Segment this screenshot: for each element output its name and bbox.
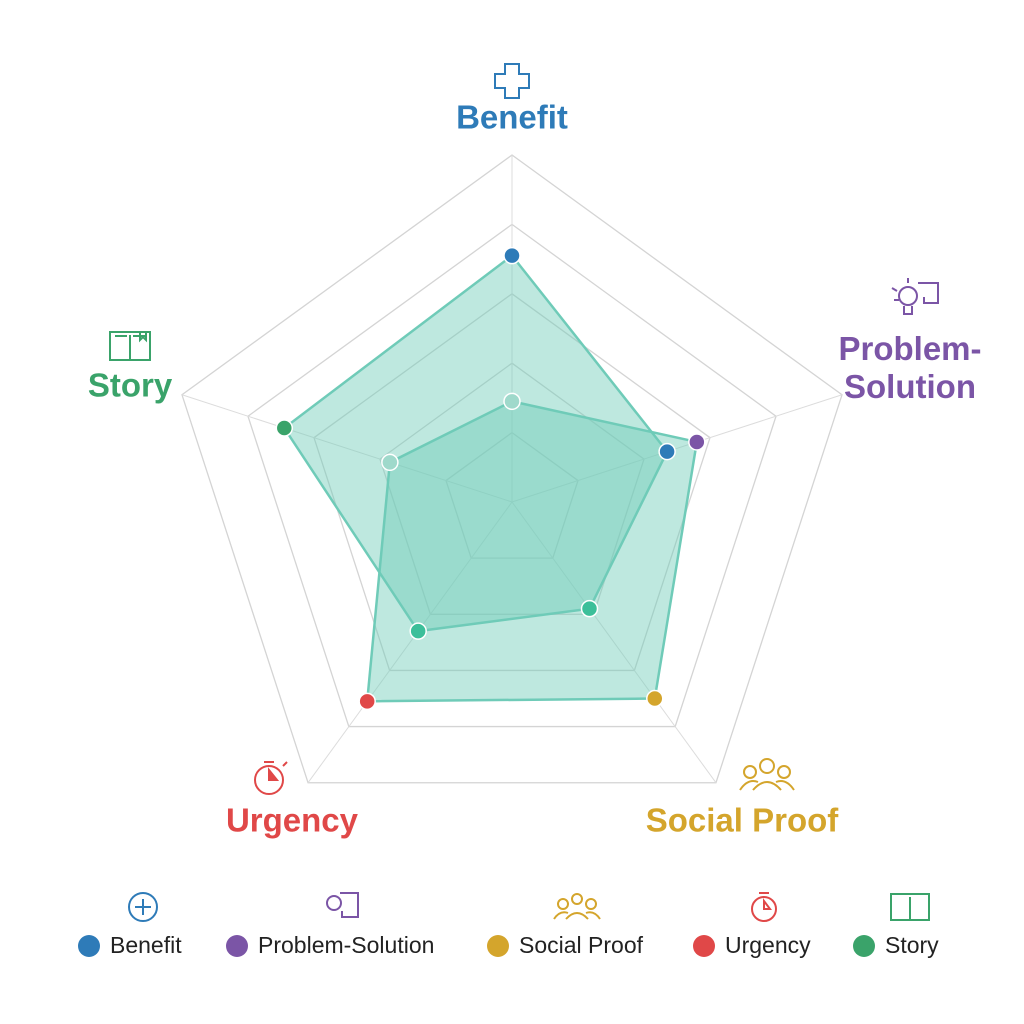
legend-marker (226, 935, 248, 957)
label-line: Problem- (838, 330, 981, 367)
radar-point (658, 442, 676, 461)
radar-area (365, 400, 699, 703)
legend-icon (553, 893, 601, 920)
radar-area (282, 253, 669, 633)
legend-icon (890, 893, 930, 921)
legend-label: Social Proof (519, 932, 644, 958)
legend-icon (326, 892, 359, 918)
radar-point (688, 433, 706, 451)
legend-marker (693, 935, 715, 957)
grid-ring (247, 223, 777, 728)
grid (181, 154, 843, 784)
axis-icons (109, 63, 939, 795)
label-line: Solution (844, 368, 976, 405)
legend-marker (487, 935, 509, 957)
legend-label: Benefit (110, 932, 182, 958)
legend-label: Story (885, 932, 939, 958)
spoke (511, 394, 843, 503)
legend-label: Urgency (725, 932, 811, 958)
radar-point (503, 246, 521, 265)
axis-label: Story (88, 367, 173, 404)
radar-point (381, 453, 399, 472)
problem-solution-icon (891, 278, 939, 315)
radar-point (646, 689, 664, 708)
legend-icons (128, 892, 930, 922)
legend-icon (128, 892, 158, 922)
axis-label: Social Proof (646, 802, 840, 839)
axis-label: Benefit (456, 99, 568, 136)
social-proof-icon (739, 758, 795, 791)
radar-point (358, 692, 376, 711)
spoke (511, 501, 717, 784)
grid-ring (379, 362, 645, 615)
legend-marker (853, 935, 875, 957)
radar-point (580, 599, 599, 618)
radar-point (503, 392, 521, 411)
grid-ring (313, 292, 711, 672)
grid-ring (445, 431, 579, 559)
spoke (307, 501, 513, 784)
legend-marker (78, 935, 100, 957)
legend-label: Problem-Solution (258, 932, 434, 958)
story-icon (109, 331, 151, 361)
axis-label: Problem-Solution (838, 330, 981, 405)
urgency-icon (254, 761, 288, 795)
legend-icon (751, 892, 777, 922)
benefit-icon (494, 63, 530, 99)
spoke (181, 394, 513, 503)
radar-point (409, 622, 427, 640)
axis-label: Urgency (226, 802, 359, 839)
radar-point (275, 419, 294, 437)
grid-ring (181, 154, 843, 784)
